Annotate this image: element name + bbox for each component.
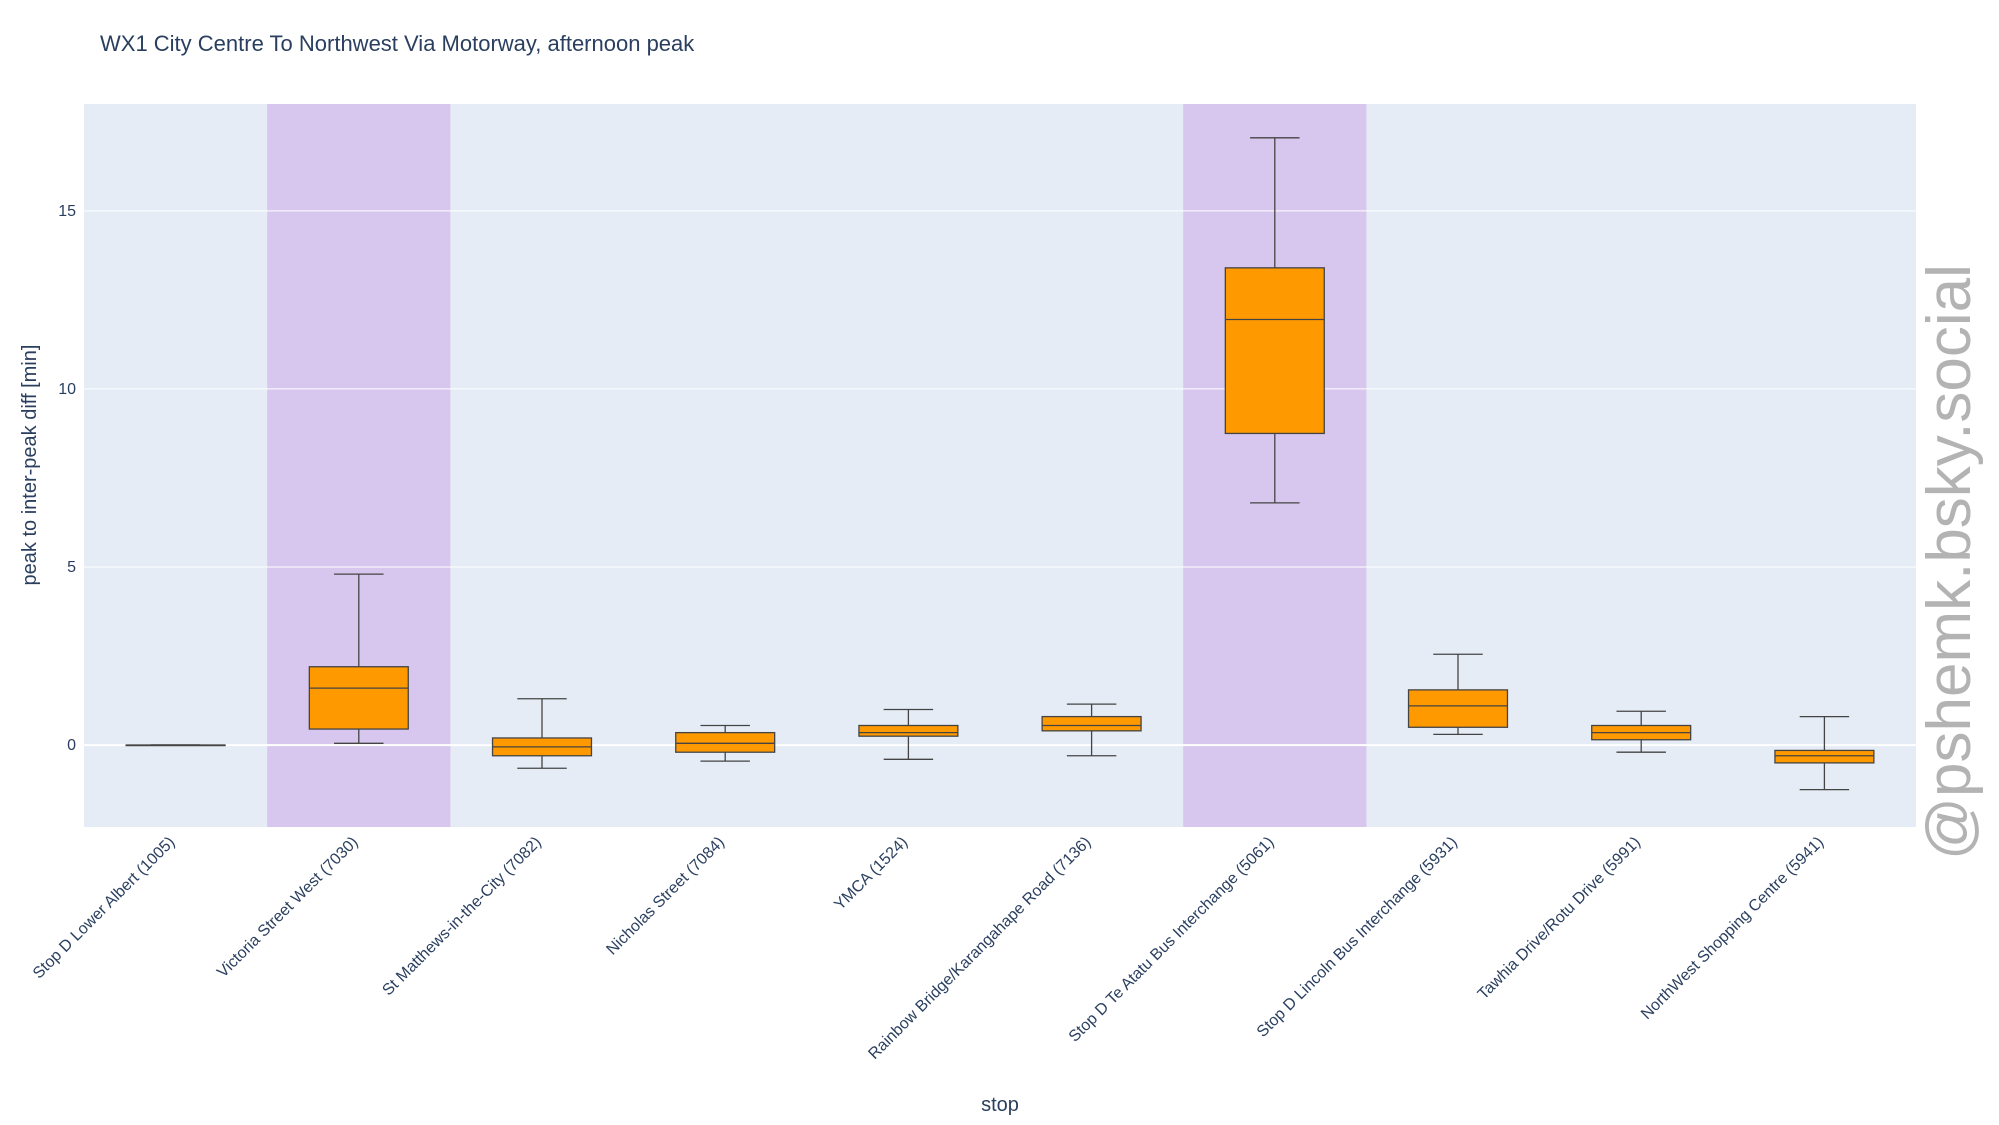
box-iqr <box>1041 715 1142 732</box>
x-tick-label: Victoria Street West (7030) <box>214 834 361 981</box>
x-axis-title: stop <box>981 1094 1019 1116</box>
y-tick-label: 5 <box>67 559 76 576</box>
x-tick-label: Nicholas Street (7084) <box>603 834 728 959</box>
box-iqr <box>308 666 409 730</box>
x-tick-label: NorthWest Shopping Centre (5941) <box>1638 834 1827 1023</box>
y-tick-label: 15 <box>58 203 76 220</box>
box-iqr <box>1774 749 1875 764</box>
highlight-bands <box>267 104 1367 827</box>
x-tick-label: Stop D Lower Albert (1005) <box>30 834 178 982</box>
y-tick-label: 0 <box>67 737 76 754</box>
x-tick-label: Tawhia Drive/Rotu Drive (5991) <box>1475 834 1644 1003</box>
box-4 <box>675 724 776 762</box>
box-iqr <box>1407 689 1509 728</box>
y-axis-title: peak to inter-peak diff [min] <box>19 345 41 586</box>
box-iqr <box>858 724 959 737</box>
boxes <box>125 137 1875 791</box>
box-3 <box>491 698 593 769</box>
x-tick-labels: Stop D Lower Albert (1005) Victoria Stree… <box>30 834 1827 1063</box>
gridlines <box>84 210 1916 747</box>
x-tick-label: Stop D Te Atatu Bus Interchange (5061) <box>1066 834 1278 1046</box>
watermark: @pshemk.bsky.social <box>1915 264 1984 860</box>
box-10 <box>1774 715 1875 791</box>
y-tick-label: 10 <box>58 381 76 398</box>
box-2 <box>308 573 409 744</box>
x-tick-label: Stop D Lincoln Bus Interchange (5931) <box>1254 834 1461 1041</box>
box-iqr <box>1224 267 1325 435</box>
box-7 <box>1224 137 1325 504</box>
box-1 <box>125 744 226 747</box>
y-tick-labels: 0 5 10 15 <box>58 203 76 754</box>
box-iqr <box>675 731 776 753</box>
x-tick-label: Rainbow Bridge/Karangahape Road (7136) <box>865 834 1094 1063</box>
box-9 <box>1591 710 1692 753</box>
box-5 <box>858 708 959 760</box>
x-tick-label: YMCA (1524) <box>831 834 911 914</box>
chart-title: WX1 City Centre To Northwest Via Motorwa… <box>100 31 695 56</box>
x-tick-label: St Matthews-in-the-City (7082) <box>379 834 544 999</box>
box-6 <box>1041 703 1142 757</box>
box-8 <box>1407 653 1509 736</box>
